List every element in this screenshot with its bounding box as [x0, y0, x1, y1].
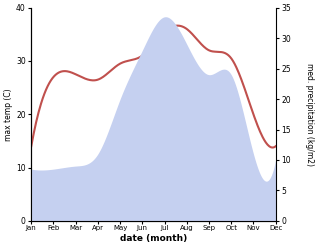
X-axis label: date (month): date (month): [120, 234, 187, 243]
Y-axis label: med. precipitation (kg/m2): med. precipitation (kg/m2): [305, 63, 314, 166]
Y-axis label: max temp (C): max temp (C): [4, 88, 13, 141]
